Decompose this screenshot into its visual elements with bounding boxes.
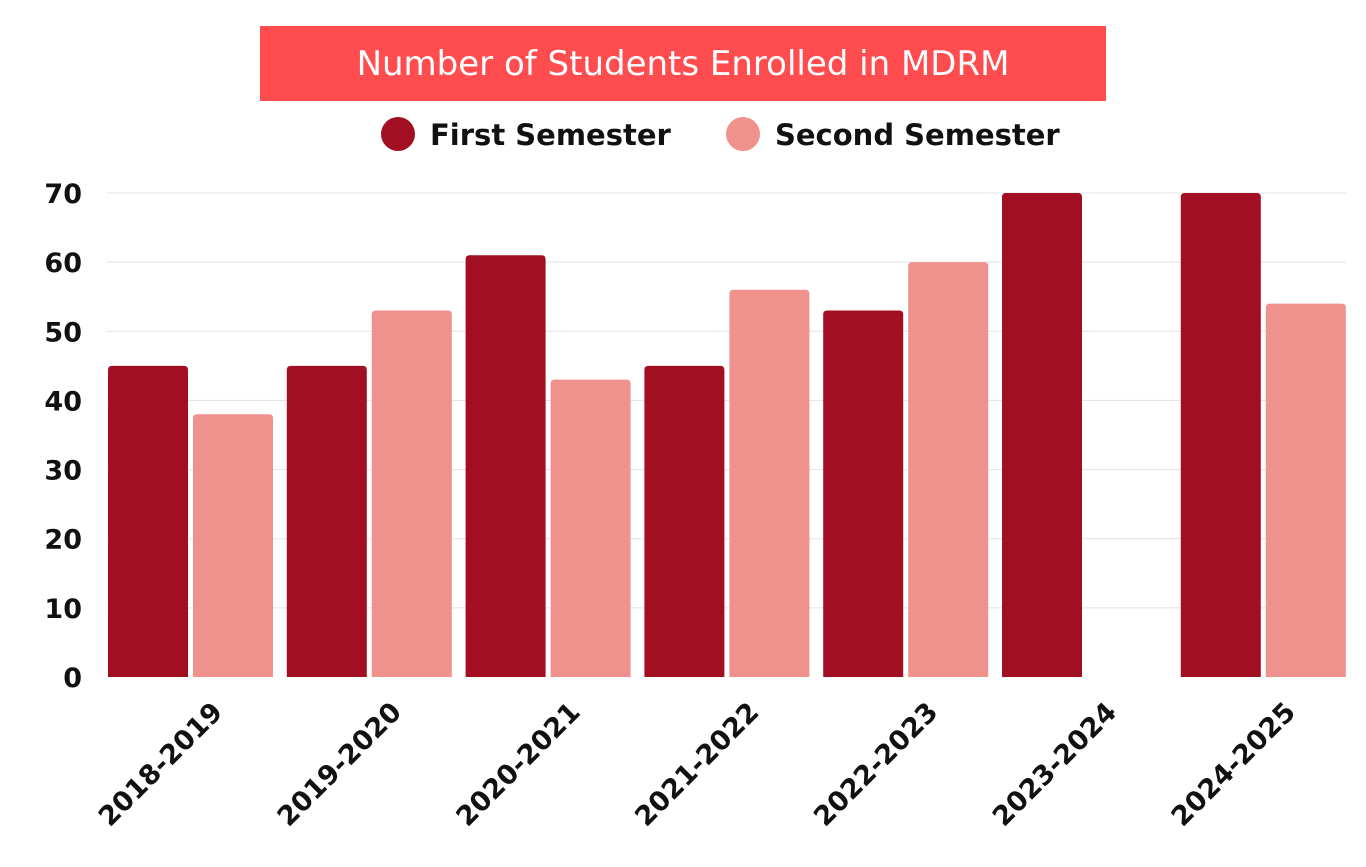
chart-title: Number of Students Enrolled in MDRM [357, 44, 1010, 84]
bar-first-semester-2019-2020 [286, 365, 367, 677]
bar-first-semester-2022-2023 [823, 310, 904, 677]
x-tick-label: 2018-2019 [93, 697, 229, 833]
bar-first-semester-2020-2021 [465, 255, 546, 677]
y-axis-ticks: 0 10 20 30 40 50 60 70 [44, 179, 82, 694]
x-tick-label: 2024-2025 [1166, 697, 1302, 833]
bar-second-semester-2018-2019 [193, 414, 273, 677]
legend: First Semester Second Semester [381, 117, 1060, 152]
x-tick-label: 2020-2021 [451, 697, 587, 833]
y-tick-label: 20 [44, 525, 82, 556]
legend-label-first-semester: First Semester [430, 118, 672, 152]
bar-first-semester-2021-2022 [644, 365, 725, 677]
bar-second-semester-2019-2020 [371, 310, 452, 677]
y-tick-label: 70 [44, 179, 82, 210]
bar-second-semester-2020-2021 [550, 379, 631, 677]
bars [108, 193, 1346, 677]
bar-first-semester-2018-2019 [108, 365, 188, 677]
legend-swatch-first-semester [381, 117, 415, 151]
y-tick-label: 60 [44, 248, 82, 279]
bar-second-semester-2024-2025 [1265, 303, 1346, 677]
title-background [260, 26, 1106, 101]
y-tick-label: 10 [44, 594, 82, 625]
x-tick-label: 2023-2024 [987, 697, 1123, 833]
legend-item-second-semester: Second Semester [726, 117, 1060, 152]
legend-item-first-semester: First Semester [381, 117, 672, 152]
bar-first-semester-2024-2025 [1180, 193, 1261, 677]
legend-swatch-second-semester [726, 117, 760, 151]
chart-title-banner: Number of Students Enrolled in MDRM [260, 26, 1106, 101]
x-tick-label: 2021-2022 [629, 697, 765, 833]
bar-first-semester-2023-2024 [1002, 193, 1082, 677]
legend-label-second-semester: Second Semester [775, 118, 1060, 152]
y-tick-label: 0 [63, 663, 82, 694]
y-tick-label: 30 [44, 456, 82, 487]
y-tick-label: 40 [44, 386, 82, 417]
bar-second-semester-2021-2022 [729, 289, 810, 677]
y-tick-label: 50 [44, 317, 82, 348]
x-tick-label: 2022-2023 [808, 697, 944, 833]
x-axis-ticks: 2018-2019 2019-2020 2020-2021 2021-2022 2022… [93, 697, 1302, 833]
x-tick-label: 2019-2020 [272, 697, 408, 833]
bar-second-semester-2022-2023 [908, 262, 989, 677]
